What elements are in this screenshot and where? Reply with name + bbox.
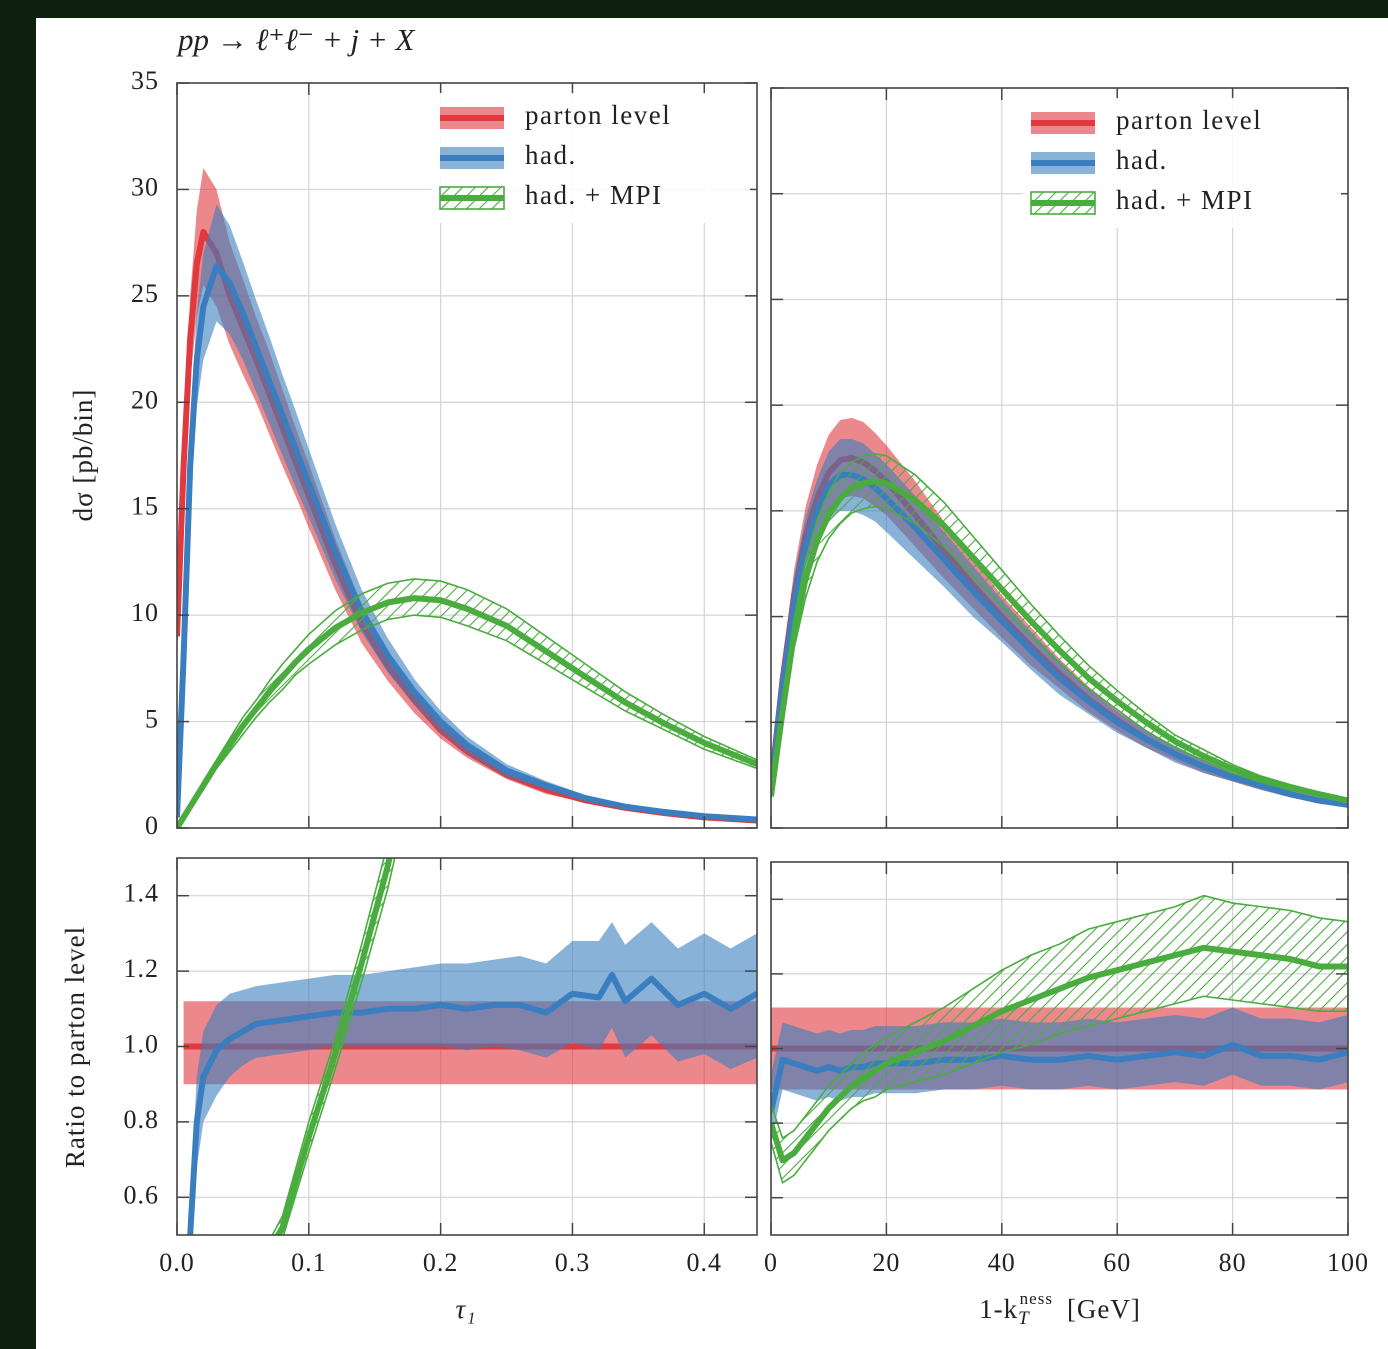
y-tick-label: 1.2 xyxy=(124,954,160,983)
y-tick-label: 1.0 xyxy=(124,1029,160,1058)
plot-frame xyxy=(770,87,1349,829)
x-tick-label: 0.2 xyxy=(423,1248,459,1277)
y-tick-label: 5 xyxy=(145,705,159,734)
legend-label: had. xyxy=(1116,145,1168,175)
series-line xyxy=(771,944,1348,1164)
plot-data xyxy=(771,417,1348,808)
legend-label: had. xyxy=(525,140,577,170)
plot-data xyxy=(177,168,757,828)
x-axis-label: 1-kTness [GeV] xyxy=(979,1289,1141,1329)
plot-frame xyxy=(176,82,758,829)
uncertainty-band xyxy=(187,922,757,1235)
x-label-text: 1-k xyxy=(979,1294,1018,1324)
y-axis-label: dσ [pb/bin] xyxy=(68,389,98,522)
y-tick-label: 0 xyxy=(145,811,159,840)
legend-label: parton level xyxy=(525,100,671,130)
y-tick-label: 35 xyxy=(131,66,159,95)
x-tick-label: 60 xyxy=(1103,1248,1131,1277)
y-tick-label: 10 xyxy=(131,598,159,627)
x-label-superscript: ness xyxy=(1020,1289,1053,1308)
y-tick-label: 25 xyxy=(131,279,159,308)
y-tick-label: 1.4 xyxy=(124,879,160,908)
y-tick-label: 0.8 xyxy=(124,1105,160,1134)
series-line xyxy=(177,595,757,828)
chart-title: pp → ℓ⁺ℓ⁻ + j + X xyxy=(176,22,415,57)
series-line xyxy=(771,478,1348,804)
x-tick-label: 20 xyxy=(872,1248,900,1277)
uncertainty-band xyxy=(177,204,757,821)
x-tick-label: 0.3 xyxy=(555,1248,591,1277)
x-axis-label: τ₁ xyxy=(455,1294,476,1324)
x-tick-label: 100 xyxy=(1327,1248,1369,1277)
x-tick-label: 80 xyxy=(1219,1248,1247,1277)
y-tick-label: 30 xyxy=(131,172,159,201)
series-line xyxy=(177,263,757,823)
series-line xyxy=(187,971,757,1235)
uncertainty-band xyxy=(771,452,1348,804)
y-tick-label: 0.6 xyxy=(124,1180,160,1209)
y-tick-label: 15 xyxy=(131,492,159,521)
series-line xyxy=(771,471,1348,808)
x-tick-label: 0.1 xyxy=(291,1248,327,1277)
x-tick-label: 40 xyxy=(988,1248,1016,1277)
legend-label: had. + MPI xyxy=(525,180,662,210)
x-label-unit: [GeV] xyxy=(1067,1294,1141,1324)
x-tick-label: 0 xyxy=(764,1248,778,1277)
x-tick-label: 0.0 xyxy=(159,1248,195,1277)
x-tick-label: 0.4 xyxy=(687,1248,723,1277)
plot-data xyxy=(183,858,757,1235)
y-axis-label: Ratio to parton level xyxy=(60,926,90,1168)
legend-label: had. + MPI xyxy=(1116,185,1253,215)
uncertainty-band xyxy=(771,894,1348,1185)
plot-data xyxy=(771,894,1348,1185)
figure-area xyxy=(36,18,1388,1349)
legend-label: parton level xyxy=(1116,105,1262,135)
series-line xyxy=(274,858,393,1235)
y-tick-label: 20 xyxy=(131,385,159,414)
x-label-subscript: T xyxy=(1018,1308,1030,1329)
